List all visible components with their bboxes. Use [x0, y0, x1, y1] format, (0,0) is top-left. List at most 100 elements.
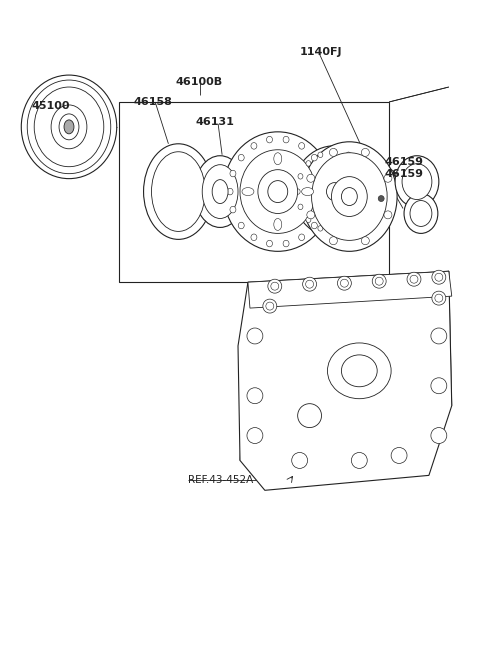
Ellipse shape: [402, 164, 432, 199]
Circle shape: [384, 174, 392, 182]
Ellipse shape: [238, 154, 244, 161]
Circle shape: [351, 453, 367, 468]
Text: 46131: 46131: [195, 117, 234, 127]
Ellipse shape: [301, 142, 397, 251]
Ellipse shape: [274, 153, 282, 165]
Circle shape: [431, 328, 447, 344]
Circle shape: [266, 302, 274, 310]
Circle shape: [435, 294, 443, 302]
Ellipse shape: [299, 142, 305, 149]
Ellipse shape: [266, 240, 273, 247]
Ellipse shape: [27, 80, 111, 174]
Ellipse shape: [230, 171, 236, 177]
Ellipse shape: [366, 204, 371, 209]
Ellipse shape: [266, 136, 273, 143]
Circle shape: [375, 277, 383, 285]
Ellipse shape: [318, 152, 323, 157]
Circle shape: [329, 237, 337, 245]
Ellipse shape: [242, 188, 254, 195]
Circle shape: [302, 277, 316, 291]
Ellipse shape: [21, 75, 117, 178]
Circle shape: [247, 388, 263, 403]
Circle shape: [361, 237, 369, 245]
Circle shape: [361, 148, 369, 156]
Ellipse shape: [298, 204, 303, 209]
Polygon shape: [238, 271, 452, 490]
Ellipse shape: [238, 222, 244, 229]
Ellipse shape: [34, 87, 104, 167]
Text: 1140FJ: 1140FJ: [300, 47, 342, 57]
Text: 46158: 46158: [133, 97, 172, 107]
Ellipse shape: [306, 217, 311, 222]
Ellipse shape: [258, 170, 298, 213]
Text: REF.43-452A: REF.43-452A: [188, 476, 253, 485]
Ellipse shape: [320, 171, 325, 177]
Ellipse shape: [327, 343, 391, 399]
Bar: [119, 102, 389, 282]
Ellipse shape: [332, 229, 337, 234]
Circle shape: [263, 299, 277, 313]
Circle shape: [337, 276, 351, 290]
Circle shape: [435, 274, 443, 281]
Ellipse shape: [194, 155, 246, 228]
Circle shape: [306, 280, 313, 288]
Ellipse shape: [227, 188, 233, 195]
Ellipse shape: [240, 150, 315, 234]
Circle shape: [378, 195, 384, 201]
Ellipse shape: [346, 152, 351, 157]
Ellipse shape: [358, 161, 363, 166]
Circle shape: [298, 403, 322, 428]
Polygon shape: [248, 271, 452, 308]
Circle shape: [247, 428, 263, 443]
Ellipse shape: [298, 174, 303, 179]
Circle shape: [372, 274, 386, 288]
Ellipse shape: [251, 142, 257, 149]
Ellipse shape: [312, 153, 387, 240]
Ellipse shape: [332, 176, 367, 216]
Ellipse shape: [366, 174, 371, 179]
Ellipse shape: [301, 188, 313, 195]
Ellipse shape: [369, 189, 374, 194]
Text: 45100: 45100: [31, 101, 70, 111]
Circle shape: [384, 211, 392, 219]
Ellipse shape: [59, 114, 79, 140]
Circle shape: [432, 291, 446, 305]
Ellipse shape: [341, 188, 357, 205]
Circle shape: [407, 272, 421, 286]
Circle shape: [292, 453, 308, 468]
Ellipse shape: [320, 207, 325, 213]
Circle shape: [410, 276, 418, 283]
Ellipse shape: [323, 188, 328, 195]
Text: 46159: 46159: [384, 157, 423, 167]
Circle shape: [432, 270, 446, 284]
Circle shape: [329, 148, 337, 156]
Ellipse shape: [312, 222, 317, 229]
Ellipse shape: [299, 234, 305, 241]
Ellipse shape: [404, 194, 438, 234]
Text: 46100B: 46100B: [175, 77, 223, 87]
Ellipse shape: [410, 201, 432, 226]
Circle shape: [391, 447, 407, 463]
Circle shape: [271, 282, 279, 290]
Ellipse shape: [212, 180, 228, 203]
Ellipse shape: [274, 218, 282, 230]
Ellipse shape: [51, 105, 87, 149]
Ellipse shape: [326, 182, 342, 201]
Ellipse shape: [332, 149, 337, 154]
Ellipse shape: [268, 180, 288, 203]
Ellipse shape: [312, 154, 317, 161]
Ellipse shape: [358, 217, 363, 222]
Ellipse shape: [314, 170, 354, 213]
Circle shape: [307, 211, 315, 219]
Ellipse shape: [395, 155, 439, 207]
Circle shape: [340, 279, 348, 287]
Ellipse shape: [230, 207, 236, 213]
Ellipse shape: [144, 144, 213, 239]
Ellipse shape: [64, 120, 74, 134]
Ellipse shape: [283, 240, 289, 247]
Text: 46159: 46159: [384, 169, 423, 178]
Ellipse shape: [223, 132, 333, 251]
Ellipse shape: [251, 234, 257, 241]
Circle shape: [307, 174, 315, 182]
Ellipse shape: [283, 136, 289, 143]
